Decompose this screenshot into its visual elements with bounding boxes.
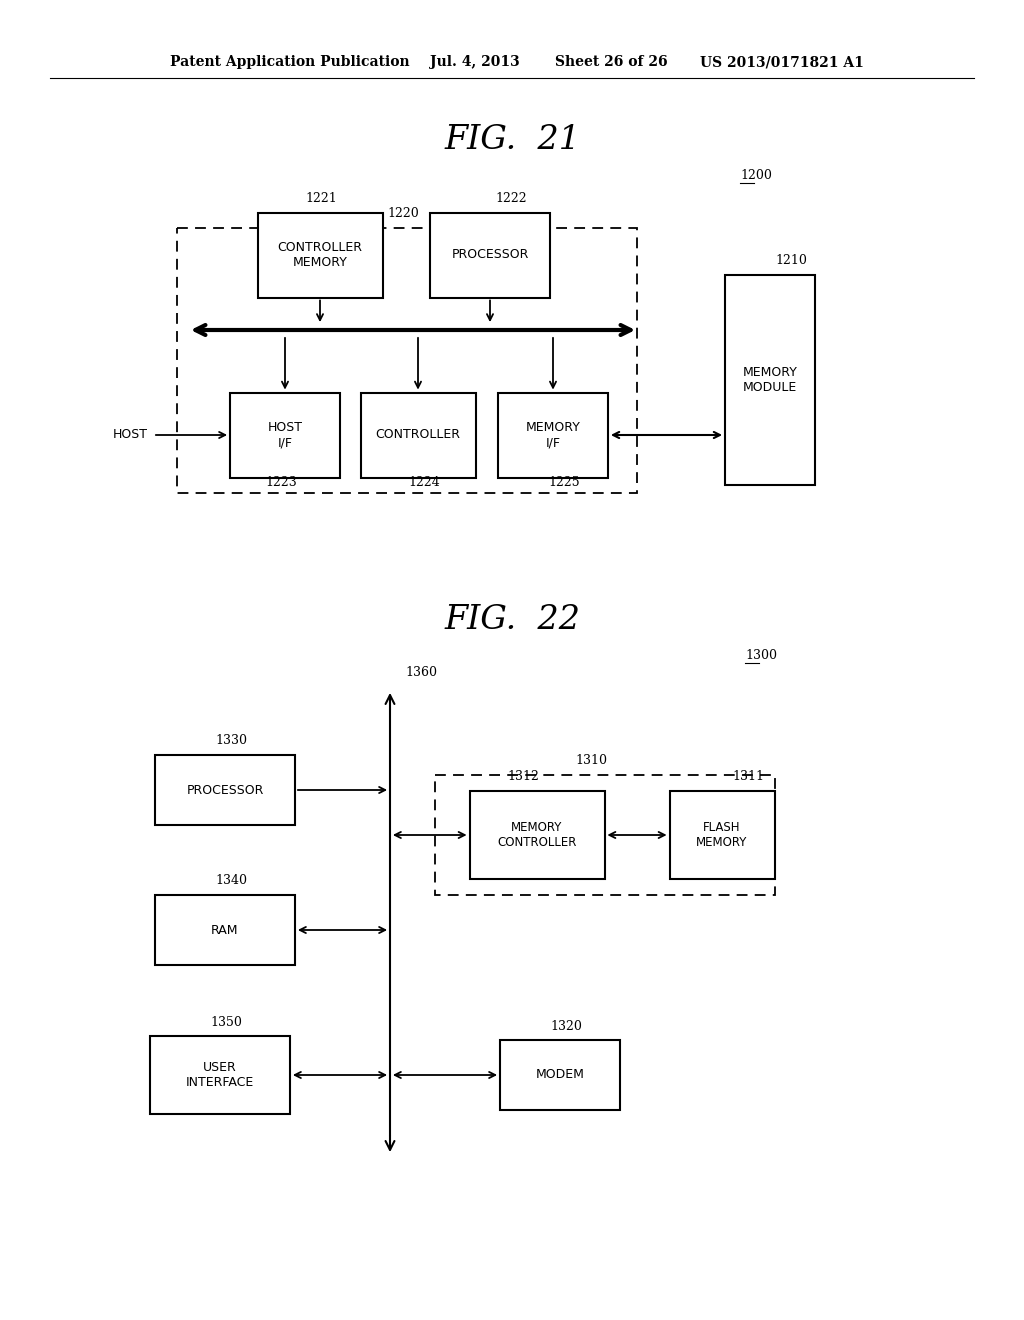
Text: HOST: HOST <box>113 429 148 441</box>
Bar <box>498 392 608 478</box>
Text: MEMORY
MODULE: MEMORY MODULE <box>742 366 798 393</box>
Text: 1360: 1360 <box>406 665 437 678</box>
Text: 1224: 1224 <box>408 477 439 488</box>
Text: USER
INTERFACE: USER INTERFACE <box>186 1061 254 1089</box>
Text: 1300: 1300 <box>745 649 777 663</box>
Text: 1223: 1223 <box>265 477 297 488</box>
Text: Sheet 26 of 26: Sheet 26 of 26 <box>555 55 668 69</box>
Text: PROCESSOR: PROCESSOR <box>452 248 528 261</box>
Text: 1312: 1312 <box>507 771 539 784</box>
Bar <box>469 791 604 879</box>
Text: 1350: 1350 <box>210 1015 242 1028</box>
Bar <box>257 213 383 297</box>
Text: 1320: 1320 <box>550 1019 582 1032</box>
Bar <box>155 755 295 825</box>
Bar <box>155 895 295 965</box>
Text: 1311: 1311 <box>732 771 764 784</box>
Bar <box>177 227 637 492</box>
Text: HOST
I/F: HOST I/F <box>267 421 302 449</box>
Text: US 2013/0171821 A1: US 2013/0171821 A1 <box>700 55 864 69</box>
Text: CONTROLLER: CONTROLLER <box>376 429 461 441</box>
Bar <box>150 1036 290 1114</box>
Text: 1210: 1210 <box>775 255 807 268</box>
Text: FIG.  21: FIG. 21 <box>444 124 580 156</box>
Text: 1221: 1221 <box>305 191 337 205</box>
Bar <box>725 275 815 484</box>
Text: CONTROLLER
MEMORY: CONTROLLER MEMORY <box>278 242 362 269</box>
Text: 1340: 1340 <box>215 874 247 887</box>
Text: MEMORY
I/F: MEMORY I/F <box>525 421 581 449</box>
Text: 1220: 1220 <box>387 207 419 220</box>
Text: FIG.  22: FIG. 22 <box>444 605 580 636</box>
Bar <box>435 775 775 895</box>
Text: 1225: 1225 <box>548 477 580 488</box>
Bar <box>670 791 774 879</box>
Text: Jul. 4, 2013: Jul. 4, 2013 <box>430 55 520 69</box>
Text: MODEM: MODEM <box>536 1068 585 1081</box>
Bar <box>360 392 475 478</box>
Bar <box>500 1040 620 1110</box>
Text: 1222: 1222 <box>495 191 526 205</box>
Bar <box>430 213 550 297</box>
Text: 1330: 1330 <box>215 734 247 747</box>
Text: MEMORY
CONTROLLER: MEMORY CONTROLLER <box>498 821 577 849</box>
Text: PROCESSOR: PROCESSOR <box>186 784 264 796</box>
Text: 1310: 1310 <box>575 755 607 767</box>
Text: Patent Application Publication: Patent Application Publication <box>170 55 410 69</box>
Text: RAM: RAM <box>211 924 239 936</box>
Text: 1200: 1200 <box>740 169 772 182</box>
Text: FLASH
MEMORY: FLASH MEMORY <box>696 821 748 849</box>
Bar <box>230 392 340 478</box>
